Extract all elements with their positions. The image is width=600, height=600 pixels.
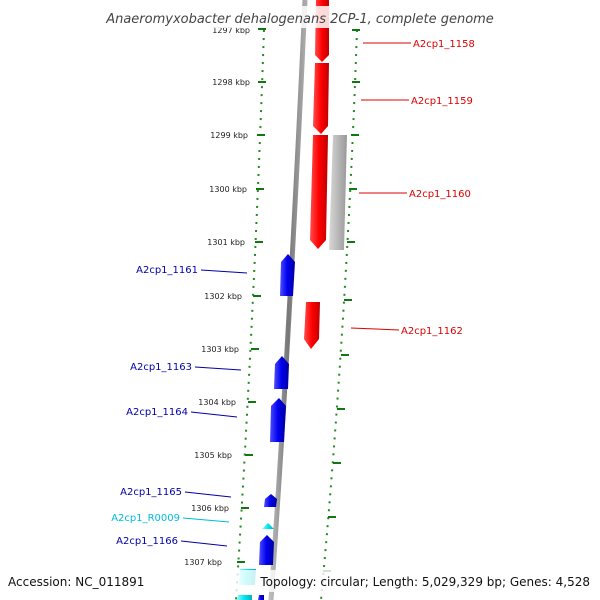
tick-label: 1300 kbp xyxy=(209,185,247,194)
footer-backdrop xyxy=(0,570,600,592)
gene-arrow-A2cp1_R0009[interactable] xyxy=(262,523,274,529)
tick-label: 1297 kbp xyxy=(212,26,250,35)
forward-strand-genes xyxy=(304,0,347,349)
gene-arrow-partial[interactable] xyxy=(258,595,264,600)
gene-arrow-A2cp1_1166[interactable] xyxy=(259,535,274,565)
gene-arrow-A2cp1_1159[interactable] xyxy=(313,63,329,134)
gene-labels: A2cp1_1158 A2cp1_1159 A2cp1_1160 A2cp1_1… xyxy=(111,39,475,547)
tick-label: 1304 kbp xyxy=(198,398,236,407)
leader-line-A2cp1_R0009 xyxy=(182,517,230,523)
gene-arrow-A2cp1_1160[interactable] xyxy=(310,135,328,249)
gene-label[interactable]: A2cp1_1158 xyxy=(413,39,475,50)
gene-label[interactable]: A2cp1_1163 xyxy=(130,362,192,373)
gene-label[interactable]: A2cp1_1162 xyxy=(401,326,463,337)
tick-label: 1301 kbp xyxy=(207,238,245,247)
gene-arrow-A2cp1_1161[interactable] xyxy=(280,254,295,296)
map-title: Anaeromyxobacter dehalogenans 2CP-1, com… xyxy=(105,12,494,27)
leader-line-A2cp1_1162 xyxy=(350,327,400,331)
label-leaders xyxy=(180,42,411,547)
tick-label: 1306 kbp xyxy=(191,504,229,513)
leader-line-A2cp1_1164 xyxy=(190,411,238,418)
accession-text: Accession: NC_011891 xyxy=(8,575,144,589)
tick-label: 1302 kbp xyxy=(204,292,242,301)
rna-gene-block[interactable] xyxy=(237,595,252,600)
tick-label: 1307 kbp xyxy=(184,558,222,567)
leader-line-A2cp1_1161 xyxy=(200,269,248,274)
gene-label[interactable]: A2cp1_1160 xyxy=(409,189,471,200)
leader-line-A2cp1_1163 xyxy=(194,366,242,371)
gene-arrow-A2cp1_1163[interactable] xyxy=(274,356,289,389)
tick-label: 1305 kbp xyxy=(194,451,232,460)
gene-arrow-A2cp1_1162[interactable] xyxy=(304,302,320,349)
leader-line-A2cp1_1166 xyxy=(180,540,228,547)
tick-label: 1298 kbp xyxy=(212,78,250,87)
scale-ticks: 1297 kbp 1298 kbp 1299 kbp 1300 kbp 1301… xyxy=(184,26,360,572)
gene-arrow-A2cp1_1165[interactable] xyxy=(264,494,277,507)
pseudo-gene-block[interactable] xyxy=(329,135,347,250)
genome-summary-text: Topology: circular; Length: 5,029,329 bp… xyxy=(259,575,590,589)
tick-label: 1299 kbp xyxy=(210,131,248,140)
gene-label[interactable]: A2cp1_1159 xyxy=(411,96,473,107)
title-backdrop xyxy=(80,6,520,28)
gene-arrow-A2cp1_1164[interactable] xyxy=(270,398,286,442)
inner-dotted-track xyxy=(235,29,265,600)
gene-label[interactable]: A2cp1_1165 xyxy=(120,487,182,498)
genome-backbone xyxy=(268,0,308,600)
tick-label: 1303 kbp xyxy=(201,345,239,354)
gene-label[interactable]: A2cp1_1164 xyxy=(126,407,188,418)
gene-label[interactable]: A2cp1_R0009 xyxy=(111,513,180,524)
outer-dotted-track xyxy=(320,29,358,600)
reverse-strand-genes xyxy=(237,254,295,600)
leader-line-A2cp1_1165 xyxy=(184,491,232,498)
gene-label[interactable]: A2cp1_1166 xyxy=(116,536,178,547)
gene-label[interactable]: A2cp1_1161 xyxy=(136,265,198,276)
